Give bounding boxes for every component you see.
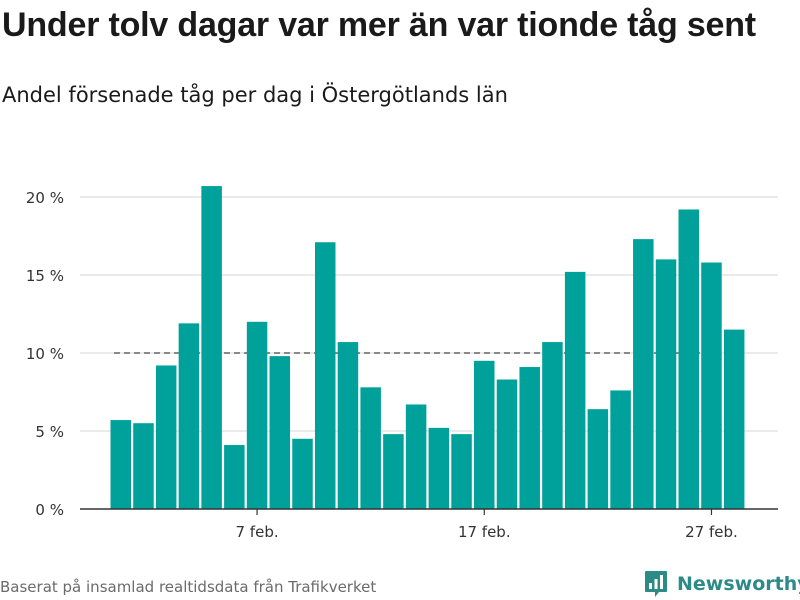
bar xyxy=(723,329,745,509)
y-tick-label: 10 % xyxy=(26,345,64,363)
bar xyxy=(655,259,677,509)
bar xyxy=(496,379,518,509)
bar xyxy=(519,367,540,509)
x-tick-label: 27 feb. xyxy=(685,523,738,541)
bar xyxy=(201,186,222,509)
bar xyxy=(428,427,450,509)
bar xyxy=(701,262,722,509)
bar xyxy=(405,404,427,509)
source-note: Baserat på insamlad realtidsdata från Tr… xyxy=(0,578,377,596)
x-tick-label: 17 feb. xyxy=(458,523,511,541)
bar xyxy=(246,321,268,509)
bar xyxy=(110,420,131,509)
bar xyxy=(542,342,563,509)
bar xyxy=(451,434,472,509)
y-tick-label: 0 % xyxy=(35,501,64,519)
chart-subtitle: Andel försenade tåg per dag i Östergötla… xyxy=(2,83,508,107)
bar xyxy=(383,434,404,509)
bar xyxy=(360,387,381,509)
bar xyxy=(678,209,699,510)
chart-title: Under tolv dagar var mer än var tionde t… xyxy=(2,6,756,44)
y-tick-label: 5 % xyxy=(35,423,64,441)
bar xyxy=(337,342,359,509)
y-tick-label: 15 % xyxy=(26,267,64,285)
y-tick-label: 20 % xyxy=(26,189,64,207)
bar xyxy=(269,356,291,509)
bar xyxy=(178,323,200,509)
bar xyxy=(292,438,313,509)
bar xyxy=(314,242,336,510)
bar xyxy=(587,409,609,509)
newsworthy-logo-icon xyxy=(645,571,667,597)
bar xyxy=(610,390,631,509)
bar xyxy=(633,239,654,509)
x-tick-label: 7 feb. xyxy=(236,523,279,541)
bar xyxy=(474,360,495,509)
bar xyxy=(564,271,586,509)
brand-name: Newsworthy xyxy=(677,573,800,595)
bar xyxy=(155,365,177,509)
bar xyxy=(224,445,245,509)
bar xyxy=(133,423,154,509)
brand-logo[interactable]: Newsworthy xyxy=(644,570,800,598)
